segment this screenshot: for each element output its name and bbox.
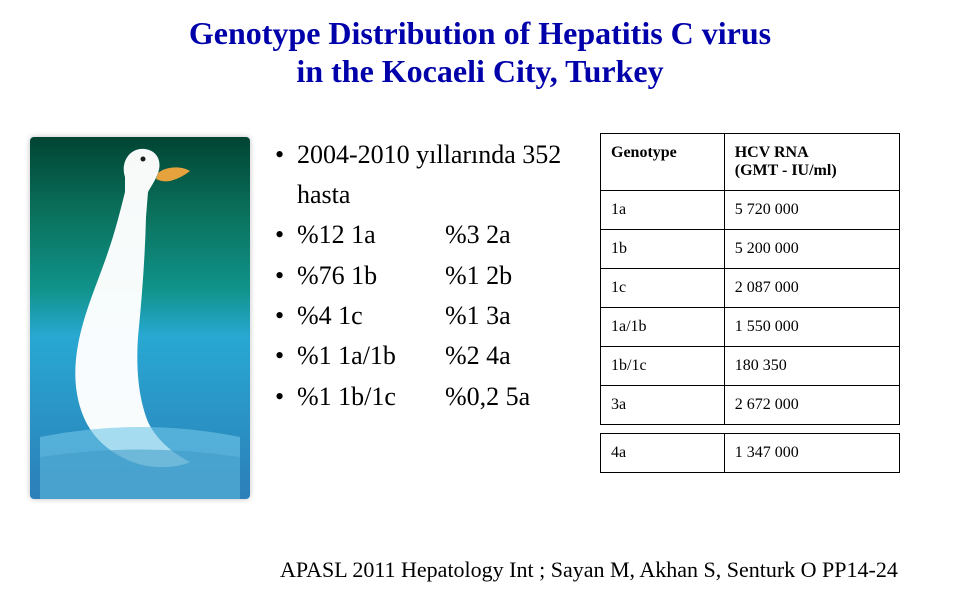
title-line-2: in the Kocaeli City, Turkey: [296, 53, 663, 89]
bullet-list: •2004-2010 yıllarında 352 hasta •%12 1a …: [275, 135, 595, 417]
td-v-4: 180 350: [724, 346, 899, 385]
td-v-6: 1 347 000: [724, 433, 899, 472]
citation-text: APASL 2011 Hepatology Int ; Sayan M, Akh…: [280, 557, 898, 583]
th-hcv-rna: HCV RNA (GMT - IU/ml): [724, 133, 899, 190]
b-r1-l: %12 1a: [297, 220, 376, 249]
td-v-1: 5 200 000: [724, 229, 899, 268]
td-g-0: 1a: [601, 190, 725, 229]
egret-photo: [30, 137, 250, 499]
b-r3-r: %1 3a: [445, 301, 511, 330]
title-line-1: Genotype Distribution of Hepatitis C vir…: [189, 15, 771, 51]
td-g-5: 3a: [601, 385, 725, 424]
td-g-4: 1b/1c: [601, 346, 725, 385]
b-r4-l: %1 1a/1b: [297, 341, 396, 370]
slide-content: •2004-2010 yıllarında 352 hasta •%12 1a …: [0, 91, 960, 591]
td-v-0: 5 720 000: [724, 190, 899, 229]
td-g-2: 1c: [601, 268, 725, 307]
td-g-1: 1b: [601, 229, 725, 268]
b-r5-l: %1 1b/1c: [297, 382, 396, 411]
b-r2-r: %1 2b: [445, 261, 512, 290]
td-v-3: 1 550 000: [724, 307, 899, 346]
td-v-2: 2 087 000: [724, 268, 899, 307]
th-genotype: Genotype: [601, 133, 725, 190]
genotype-table: Genotype HCV RNA (GMT - IU/ml) 1a5 720 0…: [600, 133, 900, 473]
b-r1-r: %3 2a: [445, 220, 511, 249]
b-r3-l: %4 1c: [297, 301, 363, 330]
b-r5-r: %0,2 5a: [445, 382, 530, 411]
td-g-3: 1a/1b: [601, 307, 725, 346]
slide-title: Genotype Distribution of Hepatitis C vir…: [0, 0, 960, 91]
bullet-1-line2: hasta: [297, 180, 350, 209]
b-r4-r: %2 4a: [445, 341, 511, 370]
b-r2-l: %76 1b: [297, 261, 377, 290]
bullet-1-line1: 2004-2010 yıllarında 352: [297, 140, 561, 169]
td-g-6: 4a: [601, 433, 725, 472]
td-v-5: 2 672 000: [724, 385, 899, 424]
